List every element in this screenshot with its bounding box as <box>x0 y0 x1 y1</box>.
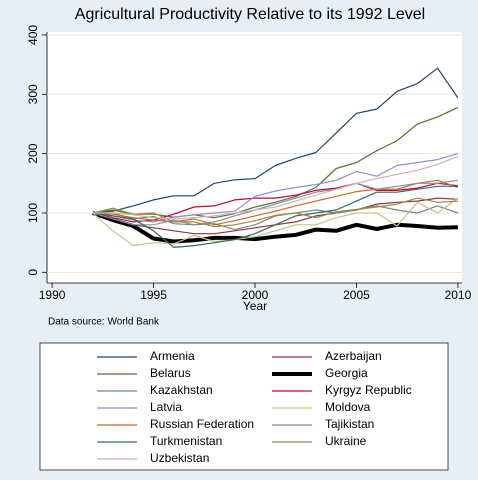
series-line <box>92 211 458 244</box>
x-axis-label: Year <box>243 299 267 313</box>
legend-label: Russian Federation <box>150 417 254 431</box>
legend-label: Azerbaijan <box>325 349 382 363</box>
series-line <box>92 106 459 219</box>
chart-title: Agricultural Productivity Relative to it… <box>75 6 425 23</box>
series-line <box>92 156 459 220</box>
series-line <box>92 67 459 214</box>
legend-label: Tajikistan <box>325 417 374 431</box>
legend-label: Uzbekistan <box>150 451 209 465</box>
series-line <box>92 197 458 228</box>
y-tick-label: 200 <box>26 143 40 163</box>
series-line <box>92 153 459 223</box>
legend-label: Ukraine <box>325 434 367 448</box>
series-line <box>92 179 459 226</box>
source-note: Data source: World Bank <box>48 317 160 328</box>
legend-label: Georgia <box>325 366 368 380</box>
series-line <box>92 179 458 226</box>
legend-label: Kazakhstan <box>150 383 213 397</box>
x-tick-label: 2000 <box>242 288 269 302</box>
x-tick-label: 2005 <box>343 288 370 302</box>
x-tick-label: 1990 <box>39 288 66 302</box>
y-tick-label: 100 <box>26 203 40 223</box>
series-line <box>92 185 458 248</box>
x-tick-label: 1995 <box>140 288 167 302</box>
y-tick-label: 0 <box>26 269 40 276</box>
legend-box <box>39 342 449 471</box>
plot-region <box>47 32 462 283</box>
legend-label: Belarus <box>150 366 191 380</box>
legend-label: Armenia <box>150 349 195 363</box>
legend-label: Kyrgyz Republic <box>325 383 412 397</box>
legend-label: Turkmenistan <box>150 434 222 448</box>
series-line <box>92 197 459 247</box>
legend-label: Latvia <box>150 400 182 414</box>
y-tick-label: 300 <box>26 84 40 104</box>
legend-label: Moldova <box>325 400 371 414</box>
x-tick-label: 2010 <box>445 288 472 302</box>
y-tick-label: 400 <box>26 25 40 45</box>
